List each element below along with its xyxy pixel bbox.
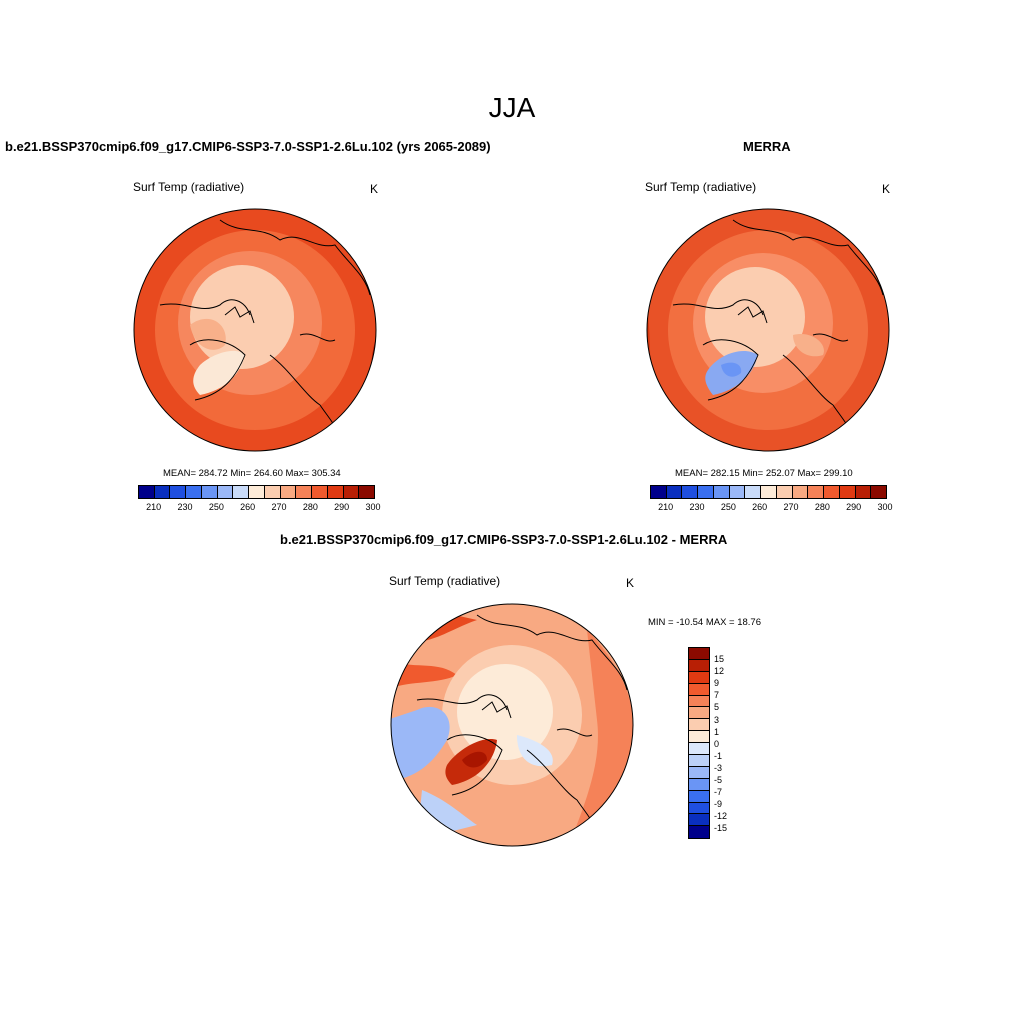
colorbar-swatch [139,486,155,498]
obs-variable-label: Surf Temp (radiative) [645,180,757,194]
colorbar-swatch [689,671,709,684]
colorbar-swatch [689,659,709,672]
colorbar-tick-label: 250 [208,502,224,512]
colorbar-tick-label: 260 [752,502,768,512]
colorbar-swatch [689,802,709,815]
colorbar-swatch [666,486,683,498]
colorbar-swatch [729,486,746,498]
colorbar-tick-label: -15 [714,823,728,834]
colorbar-swatch [698,486,714,498]
obs-colorbar [650,485,887,499]
colorbar-tick-label: -3 [714,762,723,773]
diff-variable-label: Surf Temp (radiative) [389,574,501,588]
model-polar-map [133,208,377,452]
colorbar-tick-label: 3 [714,714,720,725]
colorbar-swatch [296,486,313,498]
model-stats: MEAN= 284.72 Min= 264.60 Max= 305.34 [163,468,341,479]
colorbar-tick-label: 12 [714,666,725,677]
colorbar-swatch [689,778,709,791]
colorbar-swatch [217,486,234,498]
diff-colorbar [688,647,710,840]
page-title: JJA [488,92,536,123]
obs-polar-map [646,208,890,452]
diff-stats: MIN = -10.54 MAX = 18.76 [648,617,762,628]
colorbar-swatch [651,486,667,498]
colorbar-tick-label: 210 [146,502,162,512]
colorbar-swatch [713,486,730,498]
colorbar-tick-label: 210 [658,502,674,512]
diff-panel-title: b.e21.BSSP370cmip6.f09_g17.CMIP6-SSP3-7.… [280,532,728,547]
colorbar-swatch [689,743,709,756]
colorbar-swatch [808,486,825,498]
model-colorbar [138,485,375,499]
model-variable-label: Surf Temp (radiative) [133,180,245,194]
colorbar-tick-label: 300 [365,502,381,512]
colorbar-tick-label: 290 [846,502,862,512]
colorbar-swatch [264,486,281,498]
model-unit-label: K [370,182,379,196]
colorbar-swatch [689,755,709,767]
colorbar-swatch [824,486,840,498]
colorbar-tick-label: -1 [714,750,723,761]
colorbar-tick-label: 1 [714,726,720,737]
colorbar-swatch [312,486,328,498]
colorbar-swatch [839,486,856,498]
diff-unit-label: K [626,576,635,590]
colorbar-swatch [233,486,250,498]
colorbar-tick-label: -5 [714,775,723,785]
colorbar-tick-label: 5 [714,702,720,713]
colorbar-swatch [201,486,218,498]
colorbar-swatch [689,814,709,827]
obs-panel-title: MERRA [743,139,791,154]
model-colorbar-ticks: 210 230 250 260 270 280 290 300 [138,502,380,514]
obs-stats: MEAN= 282.15 Min= 252.07 Max= 299.10 [675,468,853,479]
colorbar-swatch [359,486,375,498]
colorbar-swatch [689,766,709,779]
colorbar-swatch [689,695,709,708]
obs-unit-label: K [882,182,891,196]
colorbar-swatch [761,486,777,498]
colorbar-tick-label: 270 [783,502,799,512]
colorbar-swatch [745,486,762,498]
colorbar-swatch [249,486,265,498]
colorbar-tick-label: -7 [714,787,723,798]
colorbar-swatch [280,486,297,498]
diff-polar-map [390,603,634,847]
colorbar-swatch [792,486,809,498]
colorbar-tick-label: 230 [689,502,705,512]
colorbar-tick-label: 280 [302,502,318,512]
colorbar-tick-label: 15 [714,654,725,664]
colorbar-swatch [343,486,360,498]
colorbar-swatch [776,486,793,498]
colorbar-tick-label: 260 [240,502,256,512]
colorbar-swatch [186,486,202,498]
colorbar-swatch [154,486,171,498]
colorbar-tick-label: 300 [877,502,893,512]
colorbar-tick-label: 230 [177,502,193,512]
colorbar-tick-label: 270 [271,502,287,512]
colorbar-swatch [689,790,709,803]
colorbar-tick-label: 0 [714,738,720,749]
colorbar-tick-label: 290 [334,502,350,512]
colorbar-swatch [689,648,709,660]
colorbar-swatch [689,707,709,720]
colorbar-swatch [170,486,187,498]
colorbar-tick-label: 250 [720,502,736,512]
colorbar-tick-label: -12 [714,811,728,822]
colorbar-tick-label: 9 [714,678,720,689]
colorbar-tick-label: 7 [714,690,720,701]
colorbar-swatch [327,486,344,498]
colorbar-swatch [871,486,887,498]
model-panel-title: b.e21.BSSP370cmip6.f09_g17.CMIP6-SSP3-7.… [5,139,491,154]
obs-colorbar-ticks: 210 230 250 260 270 280 290 300 [650,502,892,514]
colorbar-swatch [689,826,709,839]
colorbar-swatch [689,683,709,696]
colorbar-swatch [855,486,872,498]
colorbar-swatch [689,719,709,732]
colorbar-tick-label: -9 [714,799,723,810]
colorbar-tick-label: 280 [814,502,830,512]
colorbar-swatch [682,486,699,498]
colorbar-swatch [689,731,709,744]
